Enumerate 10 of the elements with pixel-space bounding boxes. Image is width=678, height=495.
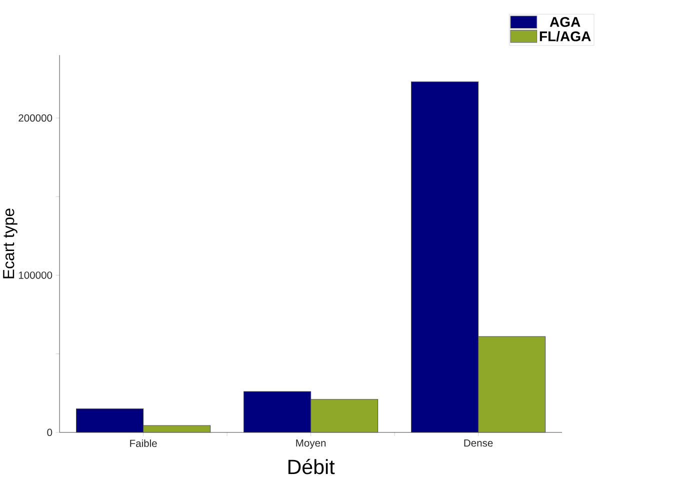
x-tick-label: Dense (464, 439, 493, 447)
y-axis-title: Ecart type (3, 208, 18, 278)
y-tick-label: 100000 (18, 272, 52, 279)
y-tick-label: 0 (47, 428, 52, 436)
x-tick-label: Faible (130, 439, 157, 448)
x-axis-title: Débit (288, 458, 335, 474)
y-tick-label: 200000 (18, 114, 52, 122)
x-tick-label: Moyen (296, 439, 326, 449)
legend-label: AGA (550, 17, 580, 27)
legend-label: FL/AGA (540, 31, 591, 42)
